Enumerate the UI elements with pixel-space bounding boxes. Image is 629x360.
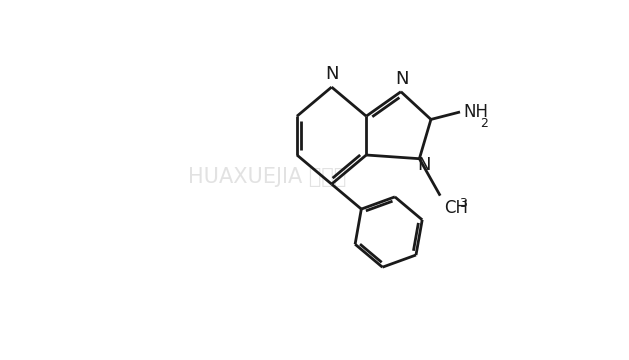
Text: 2: 2 [480, 117, 487, 130]
Text: HUAXUEJIA 化学加: HUAXUEJIA 化学加 [187, 167, 346, 187]
Text: N: N [418, 156, 431, 174]
Text: 3: 3 [459, 197, 467, 210]
Text: N: N [396, 70, 409, 88]
Text: NH: NH [464, 103, 489, 121]
Text: CH: CH [444, 199, 468, 217]
Text: N: N [325, 65, 338, 83]
